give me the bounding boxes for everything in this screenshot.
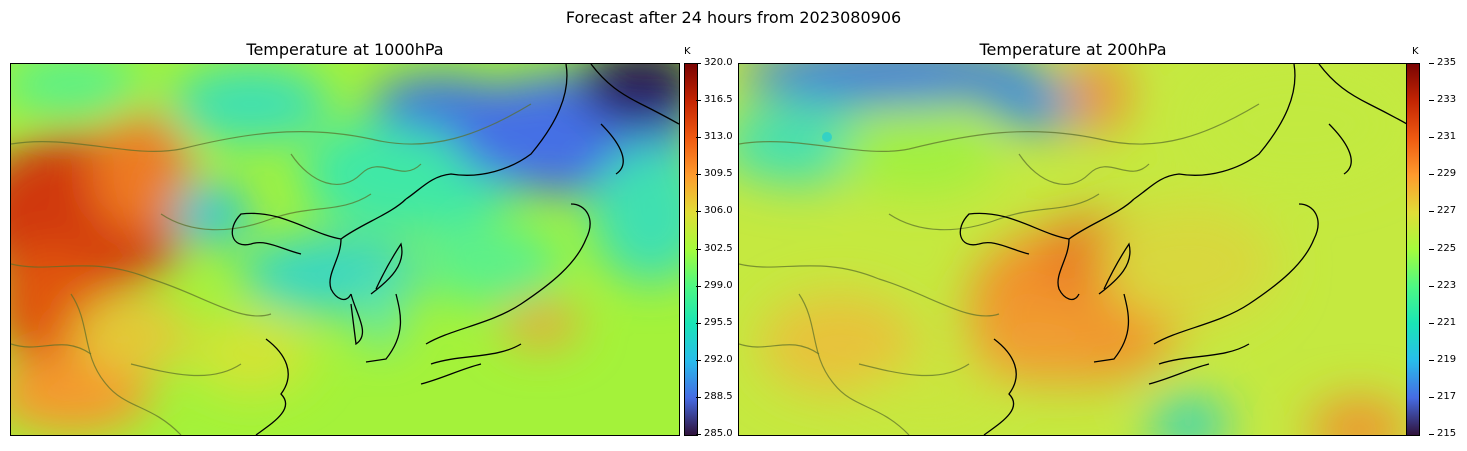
colorbar-tick-label: 302.5	[696, 242, 733, 254]
colorbar-tick-label: 231	[1428, 131, 1457, 143]
colorbar-tick-label: 235	[1428, 57, 1457, 68]
colorbar-200hpa	[1406, 63, 1420, 436]
colorbar-tick-label: 316.5	[696, 94, 733, 106]
colorbar-tick-label: 288.5	[696, 390, 733, 402]
colorbar-tick-label: 299.0	[696, 279, 733, 291]
colorbar-tick-label: 217	[1428, 390, 1457, 402]
colorbar-tick-label: 223	[1428, 279, 1457, 291]
colorbar-tick-label: 292.0	[696, 353, 733, 365]
colorbar-tick-label: 313.0	[696, 131, 733, 143]
colorbar-tick-label: 227	[1428, 205, 1457, 217]
colorbar-tick-label: 225	[1428, 242, 1457, 254]
colorbar-tick-label: 219	[1428, 353, 1457, 365]
panel-title-200hpa: Temperature at 200hPa	[979, 40, 1167, 59]
colorbar-1000hpa	[684, 63, 698, 436]
colorbar-tick-label: 229	[1428, 168, 1457, 180]
colorbar-tick-label: 306.0	[696, 205, 733, 217]
colorbar-tick-label: 285.0	[696, 428, 733, 439]
temperature-map-1000hpa	[10, 63, 680, 436]
figure-title: Forecast after 24 hours from 2023080906	[565, 8, 902, 27]
colorbar-tick-label: 320.0	[696, 57, 733, 68]
colorbar-unit-1000hpa: K	[684, 46, 691, 57]
panel-title-1000hpa: Temperature at 1000hPa	[246, 40, 444, 59]
colorbar-tick-label: 295.5	[696, 316, 733, 328]
colorbar-unit-200hpa: K	[1412, 46, 1419, 57]
colorbar-tick-label: 215	[1428, 428, 1457, 439]
colorbar-tick-label: 309.5	[696, 168, 733, 180]
colorbar-tick-label: 221	[1428, 316, 1457, 328]
temperature-map-200hpa	[738, 63, 1408, 436]
colorbar-tick-label: 233	[1428, 94, 1457, 106]
